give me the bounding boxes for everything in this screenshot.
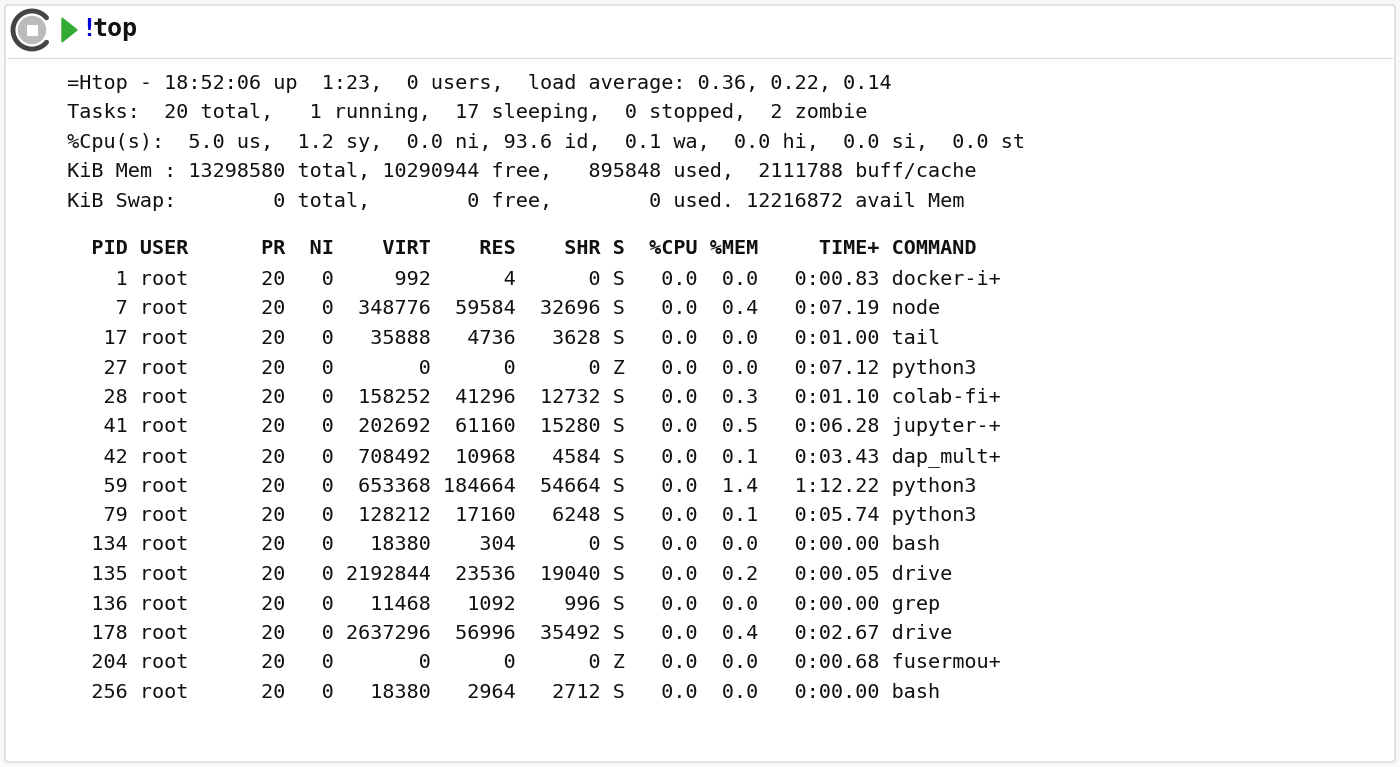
Text: !: ! (81, 17, 97, 41)
Polygon shape (62, 18, 77, 42)
Text: =Htop - 18:52:06 up  1:23,  0 users,  load average: 0.36, 0.22, 0.14: =Htop - 18:52:06 up 1:23, 0 users, load … (55, 74, 892, 93)
Text: 1 root      20   0     992      4      0 S   0.0  0.0   0:00.83 docker-i+: 1 root 20 0 992 4 0 S 0.0 0.0 0:00.83 do… (55, 270, 1001, 289)
Text: KiB Mem : 13298580 total, 10290944 free,   895848 used,  2111788 buff/cache: KiB Mem : 13298580 total, 10290944 free,… (55, 163, 977, 182)
Text: PID USER      PR  NI    VIRT    RES    SHR S  %CPU %MEM     TIME+ COMMAND: PID USER PR NI VIRT RES SHR S %CPU %MEM … (55, 239, 977, 258)
Text: 7 root      20   0  348776  59584  32696 S   0.0  0.4   0:07.19 node: 7 root 20 0 348776 59584 32696 S 0.0 0.4… (55, 299, 941, 318)
Text: 135 root      20   0 2192844  23536  19040 S   0.0  0.2   0:00.05 drive: 135 root 20 0 2192844 23536 19040 S 0.0 … (55, 565, 952, 584)
Text: 136 root      20   0   11468   1092    996 S   0.0  0.0   0:00.00 grep: 136 root 20 0 11468 1092 996 S 0.0 0.0 0… (55, 594, 941, 614)
Text: 256 root      20   0   18380   2964   2712 S   0.0  0.0   0:00.00 bash: 256 root 20 0 18380 2964 2712 S 0.0 0.0 … (55, 683, 941, 702)
FancyBboxPatch shape (27, 25, 38, 35)
Text: 59 root      20   0  653368 184664  54664 S   0.0  1.4   1:12.22 python3: 59 root 20 0 653368 184664 54664 S 0.0 1… (55, 476, 977, 495)
FancyBboxPatch shape (6, 5, 1394, 762)
Text: top: top (92, 17, 139, 41)
Text: 42 root      20   0  708492  10968   4584 S   0.0  0.1   0:03.43 dap_mult+: 42 root 20 0 708492 10968 4584 S 0.0 0.1… (55, 447, 1001, 467)
Text: 204 root      20   0       0      0      0 Z   0.0  0.0   0:00.68 fusermou+: 204 root 20 0 0 0 0 Z 0.0 0.0 0:00.68 fu… (55, 653, 1001, 673)
Text: %Cpu(s):  5.0 us,  1.2 sy,  0.0 ni, 93.6 id,  0.1 wa,  0.0 hi,  0.0 si,  0.0 st: %Cpu(s): 5.0 us, 1.2 sy, 0.0 ni, 93.6 id… (55, 133, 1025, 152)
Text: 41 root      20   0  202692  61160  15280 S   0.0  0.5   0:06.28 jupyter-+: 41 root 20 0 202692 61160 15280 S 0.0 0.… (55, 417, 1001, 436)
Text: 27 root      20   0       0      0      0 Z   0.0  0.0   0:07.12 python3: 27 root 20 0 0 0 0 Z 0.0 0.0 0:07.12 pyt… (55, 358, 977, 377)
Text: 178 root      20   0 2637296  56996  35492 S   0.0  0.4   0:02.67 drive: 178 root 20 0 2637296 56996 35492 S 0.0 … (55, 624, 952, 643)
Text: 17 root      20   0   35888   4736   3628 S   0.0  0.0   0:01.00 tail: 17 root 20 0 35888 4736 3628 S 0.0 0.0 0… (55, 329, 941, 348)
Text: 79 root      20   0  128212  17160   6248 S   0.0  0.1   0:05.74 python3: 79 root 20 0 128212 17160 6248 S 0.0 0.1… (55, 506, 977, 525)
Text: KiB Swap:        0 total,        0 free,        0 used. 12216872 avail Mem: KiB Swap: 0 total, 0 free, 0 used. 12216… (55, 192, 965, 211)
Text: 134 root      20   0   18380    304      0 S   0.0  0.0   0:00.00 bash: 134 root 20 0 18380 304 0 S 0.0 0.0 0:00… (55, 535, 941, 555)
Circle shape (18, 17, 45, 44)
Text: 28 root      20   0  158252  41296  12732 S   0.0  0.3   0:01.10 colab-fi+: 28 root 20 0 158252 41296 12732 S 0.0 0.… (55, 388, 1001, 407)
Text: Tasks:  20 total,   1 running,  17 sleeping,  0 stopped,  2 zombie: Tasks: 20 total, 1 running, 17 sleeping,… (55, 104, 868, 123)
